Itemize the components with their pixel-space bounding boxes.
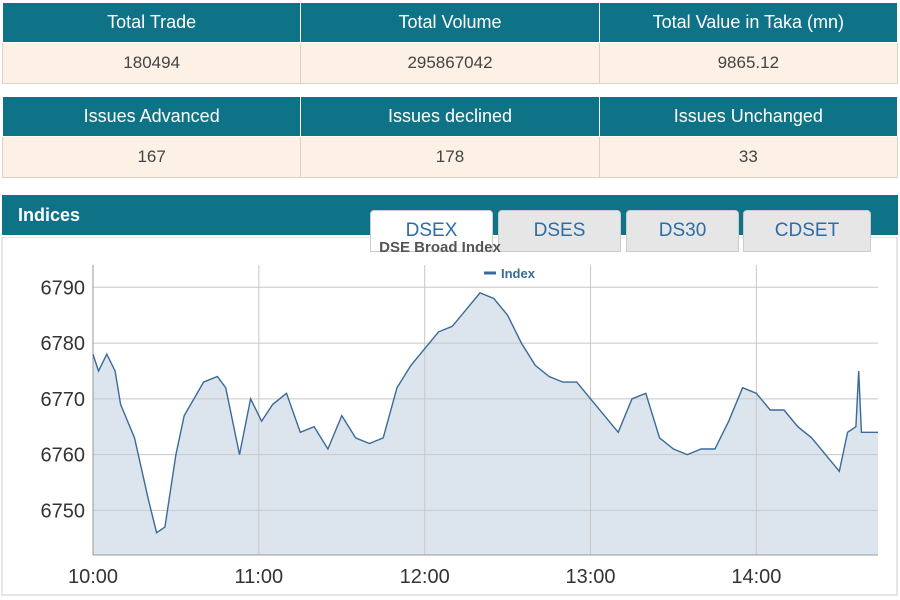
header: Issues declined — [300, 96, 600, 137]
issues-table: Issues Advanced Issues declined Issues Unc… — [1, 96, 899, 178]
y-tick-label: 6770 — [41, 389, 86, 411]
tab[interactable]: DSEX — [370, 210, 493, 252]
cell: 295867042 — [300, 42, 600, 84]
chart: 6750 6760 6770 6780 6790 10:00 11:00 12:00 13:00… — [1, 237, 898, 596]
legend-label: Index — [501, 266, 536, 281]
y-tick-label: 6760 — [41, 445, 86, 467]
x-tick-label: 11:00 — [235, 566, 284, 588]
header: Issues Advanced — [1, 96, 302, 137]
tab[interactable]: DSES — [498, 210, 621, 252]
cell: 178 — [300, 136, 600, 178]
y-tick-label: 6780 — [41, 333, 86, 355]
x-tick-label: 13:00 — [566, 566, 616, 588]
y-tick-label: 6750 — [41, 500, 86, 522]
chart-title: DSE Broad Index — [379, 239, 501, 256]
header: Total Value in Taka (mn) — [598, 2, 899, 43]
x-tick-label: 14:00 — [731, 566, 781, 588]
header: Total Trade — [1, 2, 302, 43]
cell: 167 — [1, 136, 302, 178]
x-tick-label: 10:00 — [68, 566, 118, 588]
chart-title-box: DSE Broad Index — [379, 239, 501, 256]
header: Total Volume — [300, 2, 600, 43]
cell: 180494 — [1, 42, 302, 84]
y-tick-label: 6790 — [41, 277, 86, 299]
area — [93, 292, 878, 555]
tab[interactable]: DS30 — [626, 210, 739, 252]
trade-table: Total Trade Total Volume Total Value in Ta… — [1, 2, 899, 84]
cell: 33 — [598, 136, 899, 178]
cell: 9865.12 — [598, 42, 899, 84]
x-tick-label: 12:00 — [400, 566, 450, 588]
panel-title: Indices — [18, 205, 81, 225]
line — [92, 292, 878, 534]
tab[interactable]: CDSET — [743, 210, 871, 252]
header: Issues Unchanged — [598, 96, 899, 137]
